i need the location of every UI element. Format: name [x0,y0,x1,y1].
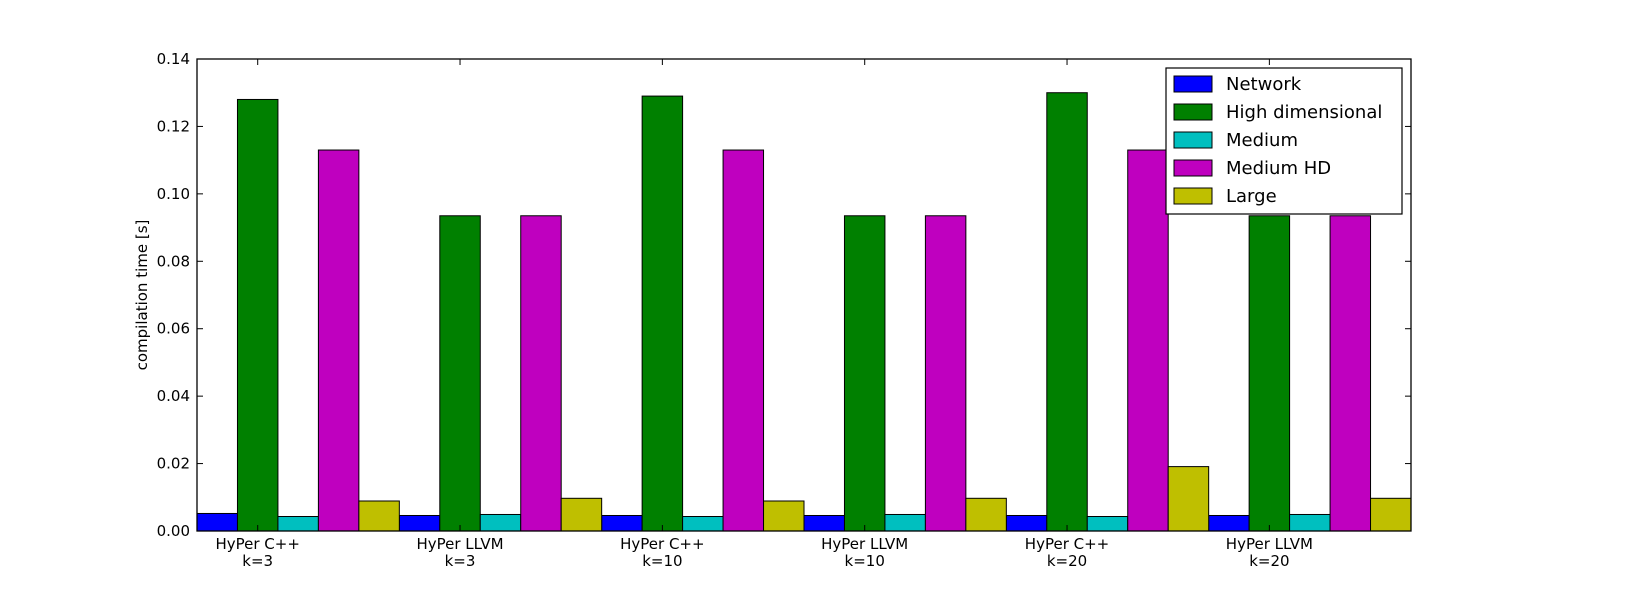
bar-high-dimensional-2 [439,215,481,532]
bar-large-3 [763,500,805,532]
y-tick-label: 0.00 [157,522,190,540]
legend-swatch [1173,131,1213,149]
x-tick-label: k=20 [1047,552,1087,570]
y-axis-label: compilation time [s] [133,220,151,371]
legend-swatch [1173,75,1213,93]
axis-ticks [197,58,1411,532]
x-tick-label: HyPer LLVM [1226,535,1313,553]
bar-medium-hd-5 [1127,149,1169,532]
bar-high-dimensional-1 [236,98,279,532]
bar-large-1 [358,500,400,532]
bar-medium-5 [1086,516,1129,532]
legend-swatch [1173,159,1213,177]
bar-network-1 [196,512,238,532]
bar-large-2 [560,497,603,532]
bar-network-3 [601,514,643,532]
x-tick-label: k=3 [445,552,476,570]
bar-network-6 [1208,514,1250,532]
legend-swatch [1173,103,1213,121]
y-tick-label: 0.10 [157,185,190,203]
bar-high-dimensional-4 [843,215,886,532]
x-tick-label: HyPer LLVM [416,535,503,553]
bar-network-5 [1005,514,1048,532]
y-tick-label: 0.08 [157,252,190,270]
bar-medium-4 [884,513,926,532]
legend-label: Network [1226,74,1302,95]
bar-large-6 [1370,497,1412,532]
y-tick-label: 0.02 [157,455,190,473]
bar-high-dimensional-3 [641,95,684,532]
bar-network-2 [398,514,441,532]
x-tick-label: HyPer C++ [1025,535,1109,553]
bar-high-dimensional-5 [1046,92,1088,532]
x-tick-label: HyPer LLVM [821,535,908,553]
bar-large-4 [965,497,1007,532]
y-tick-labels: 0.00 0.02 0.04 0.06 0.08 0.10 0.12 0.14 [157,50,190,540]
plot-frame [196,58,1412,532]
bar-medium-hd-2 [520,215,562,532]
bar-network-4 [803,514,845,532]
bar-medium-3 [682,516,724,532]
bars-group [196,92,1412,532]
y-tick-label: 0.04 [157,387,190,405]
bar-medium-1 [277,516,319,532]
bar-large-5 [1167,466,1210,532]
x-tick-label: k=10 [845,552,885,570]
y-tick-label: 0.12 [157,117,190,135]
bar-medium-hd-1 [317,149,360,532]
y-tick-label: 0.14 [157,50,190,68]
x-tick-label: k=10 [642,552,682,570]
legend-label: Medium HD [1226,158,1331,179]
bar-medium-hd-4 [924,215,967,532]
legend-label: High dimensional [1226,102,1382,123]
x-tick-label: k=3 [242,552,273,570]
legend: Network High dimensional Medium Medium HD La… [1165,67,1403,215]
legend-label: Large [1226,186,1277,207]
y-tick-label: 0.06 [157,320,190,338]
x-tick-label: k=20 [1249,552,1289,570]
legend-swatch [1173,187,1213,205]
bar-medium-2 [479,513,522,532]
bar-medium-hd-6 [1329,215,1372,532]
bar-high-dimensional-6 [1248,215,1291,532]
bar-medium-hd-3 [722,149,765,532]
bar-medium-6 [1289,513,1331,532]
x-tick-label: HyPer C++ [215,535,299,553]
x-tick-label: HyPer C++ [620,535,704,553]
legend-label: Medium [1226,130,1298,151]
